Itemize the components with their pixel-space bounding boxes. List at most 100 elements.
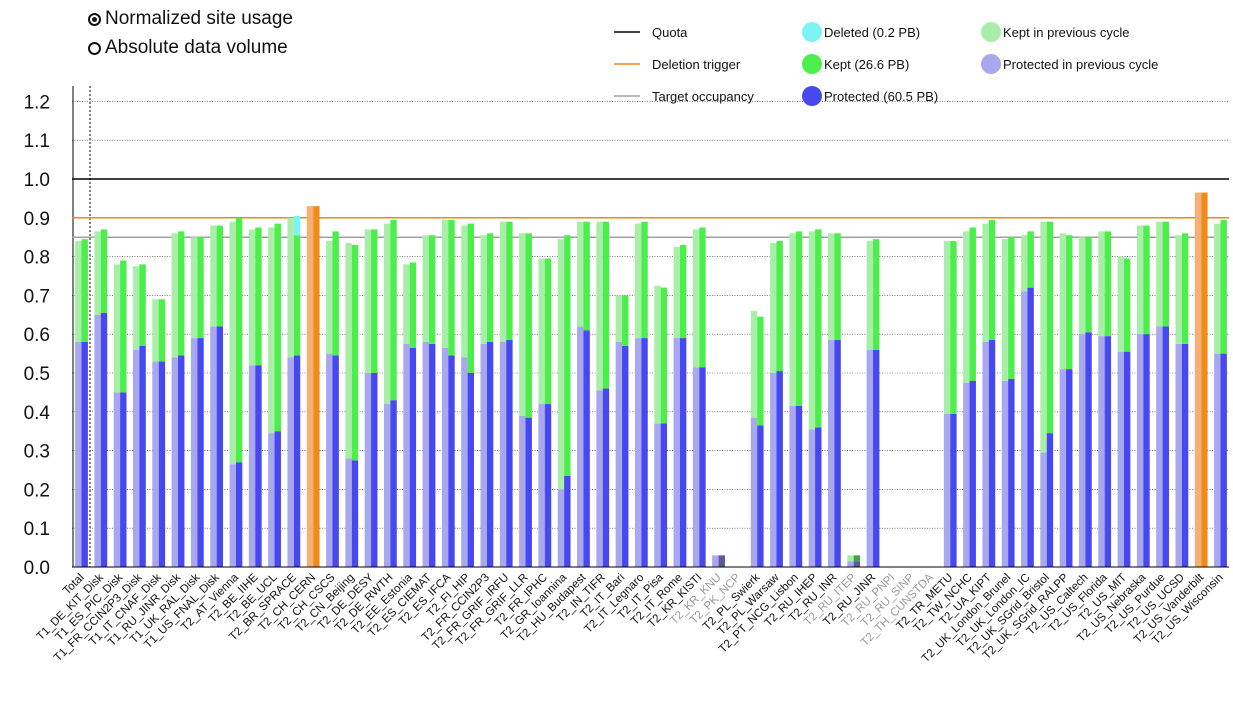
bar-prev-protected bbox=[1021, 291, 1028, 567]
bar-prev-protected bbox=[712, 555, 719, 567]
bar-kept bbox=[1066, 235, 1073, 370]
bar-prev-protected bbox=[982, 341, 989, 567]
bar-prev-protected bbox=[1136, 334, 1144, 567]
bar-prev-protected bbox=[1059, 369, 1067, 567]
bar-kept bbox=[815, 229, 822, 428]
bar-over-quota bbox=[313, 206, 320, 567]
y-tick-label: 1.1 bbox=[24, 131, 50, 152]
bar-prev-protected bbox=[480, 343, 487, 567]
mode-normalized-radio[interactable]: Normalized site usage bbox=[88, 8, 293, 30]
bar-kept bbox=[969, 227, 976, 381]
bar-kept bbox=[1181, 233, 1189, 344]
bar-prev-kept bbox=[692, 229, 700, 368]
bar-prev-kept bbox=[75, 241, 82, 342]
bar-prev-protected bbox=[113, 392, 121, 567]
bar-protected bbox=[197, 338, 204, 567]
bar-kept bbox=[158, 299, 166, 362]
bar-kept bbox=[120, 260, 127, 393]
mode-absolute-radio[interactable]: Absolute data volume bbox=[88, 37, 288, 59]
bar-kept bbox=[1123, 258, 1131, 352]
bar-prev-kept bbox=[403, 264, 410, 344]
bar-prev-protected bbox=[789, 405, 796, 567]
bar-prev-kept bbox=[1175, 235, 1182, 344]
bar-prev-protected bbox=[441, 347, 449, 567]
bar-prev-kept bbox=[345, 243, 352, 459]
bar-prev-protected bbox=[248, 365, 256, 567]
bar-prev-kept bbox=[152, 299, 159, 362]
bar-kept bbox=[235, 217, 243, 463]
bar-prev-kept bbox=[1078, 237, 1086, 335]
bar-prev-kept bbox=[248, 229, 256, 366]
bar-kept bbox=[950, 241, 957, 414]
bar-protected bbox=[467, 373, 475, 567]
bar-prev-kept bbox=[654, 285, 661, 424]
bar-protected bbox=[81, 341, 88, 567]
bar-protected bbox=[988, 340, 996, 567]
bar-prev-kept bbox=[1001, 239, 1009, 381]
bar-protected bbox=[371, 373, 378, 567]
bar-protected bbox=[1046, 433, 1054, 567]
y-tick-label: 0.8 bbox=[24, 248, 50, 269]
bar-prev-protected bbox=[383, 404, 391, 567]
bar-protected bbox=[178, 355, 185, 567]
bar-kept bbox=[332, 231, 339, 356]
bar-prev-protected bbox=[1175, 343, 1182, 567]
bar-prev-kept bbox=[770, 243, 777, 373]
bar-kept bbox=[351, 244, 359, 461]
bar-prev-protected bbox=[1117, 351, 1124, 567]
bar-protected bbox=[274, 431, 281, 567]
bar-prev-kept bbox=[113, 264, 121, 393]
bar-kept bbox=[853, 555, 861, 562]
bar-kept bbox=[486, 233, 494, 342]
legend-dot-swatch bbox=[802, 54, 822, 74]
y-tick-label: 0.4 bbox=[24, 403, 51, 424]
legend-dot-swatch bbox=[981, 22, 1001, 42]
bar-protected bbox=[873, 349, 880, 567]
bar-kept bbox=[641, 221, 648, 339]
bar-kept bbox=[448, 219, 455, 356]
y-tick-label: 1.2 bbox=[24, 92, 50, 113]
bar-protected bbox=[622, 345, 629, 567]
bar-prev-kept bbox=[750, 310, 758, 418]
bar-prev-protected bbox=[963, 382, 970, 567]
bar-prev-over-quota bbox=[1194, 192, 1202, 567]
bar-prev-kept bbox=[1136, 225, 1144, 335]
bar-prev-protected bbox=[229, 464, 236, 567]
bar-kept bbox=[544, 258, 552, 405]
bar-prev-kept bbox=[326, 241, 333, 354]
bar-kept bbox=[583, 221, 590, 331]
bar-prev-protected bbox=[615, 341, 623, 567]
bar-prev-protected bbox=[538, 404, 545, 567]
legend-label: Quota bbox=[652, 25, 688, 40]
bar-protected bbox=[815, 427, 822, 567]
y-tick-label: 0.1 bbox=[24, 519, 50, 540]
legend-dot-swatch bbox=[802, 22, 822, 42]
bar-protected bbox=[390, 400, 397, 567]
bar-over-quota bbox=[1201, 192, 1208, 567]
bar-protected bbox=[158, 361, 166, 567]
radio-unselected-icon bbox=[88, 41, 101, 55]
y-tick-label: 0.3 bbox=[24, 442, 50, 463]
y-tick-label: 0.2 bbox=[24, 480, 50, 501]
bar-prev-kept bbox=[577, 221, 584, 327]
legend-label: Kept in previous cycle bbox=[1003, 25, 1129, 40]
radio-selected-icon bbox=[88, 12, 101, 26]
bar-prev-protected bbox=[557, 489, 565, 567]
bar-prev-kept bbox=[557, 239, 565, 490]
legend-label: Protected (60.5 PB) bbox=[824, 89, 938, 104]
bar-prev-protected bbox=[847, 561, 854, 567]
bar-kept bbox=[100, 229, 108, 313]
bar-kept bbox=[428, 235, 436, 344]
bar-protected bbox=[583, 330, 590, 567]
y-tick-label: 0.9 bbox=[24, 209, 50, 230]
bar-protected bbox=[699, 367, 706, 567]
bar-protected bbox=[409, 347, 417, 567]
bar-kept bbox=[255, 227, 262, 366]
bar-prev-kept bbox=[789, 233, 796, 406]
bar-prev-kept bbox=[441, 219, 449, 348]
bar-prev-protected bbox=[750, 417, 758, 567]
legend-label: Protected in previous cycle bbox=[1003, 57, 1158, 72]
y-tick-label: 1.0 bbox=[24, 170, 50, 191]
y-tick-label: 0.7 bbox=[24, 286, 50, 307]
